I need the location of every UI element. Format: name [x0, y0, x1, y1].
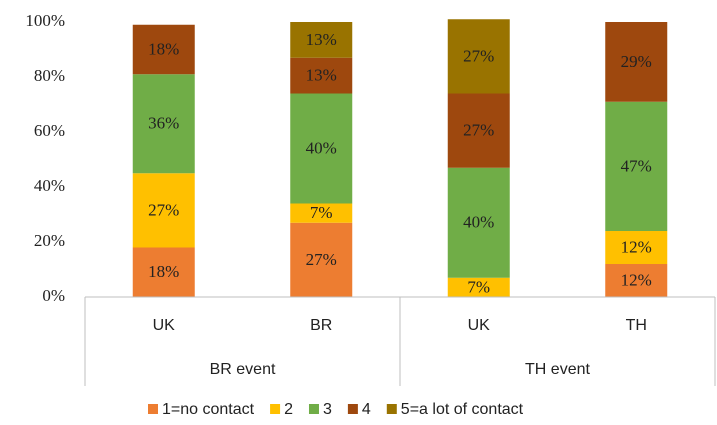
bar-segment	[290, 203, 353, 223]
bar-segment	[132, 74, 195, 174]
data-label: 13%	[306, 66, 337, 85]
data-label: 18%	[148, 39, 179, 58]
bar-segment	[447, 167, 510, 278]
x-tick-label: UK	[153, 317, 176, 334]
y-tick-label: 60%	[34, 121, 65, 140]
bar-segment	[132, 24, 195, 75]
bar-segment	[447, 277, 510, 297]
legend-swatch	[148, 404, 158, 414]
bar-segment	[132, 173, 195, 248]
bar-segment	[132, 247, 195, 297]
bar-segment	[605, 264, 668, 297]
x-tick-label: TH	[626, 317, 647, 334]
group-label: TH event	[525, 361, 590, 378]
bar-segment	[290, 22, 353, 58]
data-label: 27%	[463, 46, 494, 65]
bar-segment	[447, 93, 510, 168]
legend-label: 1=no contact	[162, 401, 255, 418]
bar-segment	[290, 222, 353, 297]
data-label: 27%	[463, 121, 494, 140]
y-tick-label: 100%	[25, 11, 65, 30]
bar-segment	[605, 22, 668, 102]
data-label: 12%	[621, 270, 652, 289]
y-tick-label: 40%	[34, 176, 65, 195]
data-label: 18%	[148, 262, 179, 281]
data-label: 47%	[621, 156, 652, 175]
data-label: 7%	[310, 203, 333, 222]
legend-label: 5=a lot of contact	[401, 401, 524, 418]
data-label: 12%	[621, 237, 652, 256]
data-label: 7%	[467, 277, 490, 296]
bar-segment	[605, 101, 668, 231]
legend-label: 2	[284, 401, 293, 418]
legend-label: 4	[362, 401, 371, 418]
y-tick-label: 20%	[34, 231, 65, 250]
bar-segment	[605, 231, 668, 264]
bar-segment	[290, 93, 353, 204]
data-label: 13%	[306, 30, 337, 49]
legend-swatch	[308, 404, 319, 414]
x-tick-label: BR	[310, 317, 332, 334]
data-label: 27%	[306, 250, 337, 269]
legend-swatch	[270, 404, 281, 414]
x-tick-label: UK	[468, 317, 491, 334]
y-tick-label: 0%	[42, 286, 65, 305]
legend-swatch	[386, 404, 397, 414]
y-tick-label: 80%	[34, 66, 65, 85]
data-label: 40%	[306, 138, 337, 157]
data-label: 29%	[621, 52, 652, 71]
data-label: 40%	[463, 213, 494, 232]
legend-swatch	[347, 404, 358, 414]
data-label: 27%	[148, 200, 179, 219]
legend-label: 3	[323, 401, 332, 418]
data-label: 36%	[148, 114, 179, 133]
bar-segment	[290, 57, 353, 94]
group-label: BR event	[210, 361, 276, 378]
bar-segment	[447, 19, 510, 94]
